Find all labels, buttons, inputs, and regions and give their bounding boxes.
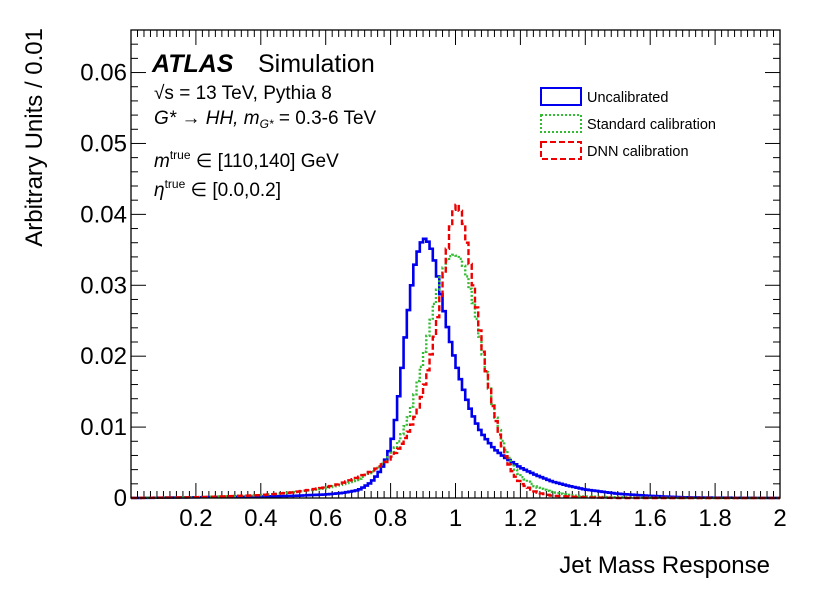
y-axis-title: Arbitrary Units / 0.01 [21, 28, 48, 247]
eta-sup: true [165, 177, 186, 191]
legend-label-standard: Standard calibration [587, 117, 716, 133]
energy-label: √s = 13 TeV, Pythia 8 [154, 83, 332, 104]
x-tick-label: 2 [773, 505, 786, 532]
x-tick-label: 0.8 [374, 505, 407, 532]
process-label-a: G* → HH, m [154, 108, 260, 129]
x-tick-label: 0.4 [244, 505, 277, 532]
eta-var: η [154, 180, 165, 201]
chart: 0.2 0.4 0.6 0.8 1 1.2 1.4 1.6 1.8 2 0 0.01 0.02 0.03 0… [0, 0, 823, 594]
legend-label-dnn: DNN calibration [587, 144, 689, 160]
process-label-b: = 0.3-6 TeV [274, 108, 377, 129]
y-tick-label: 0.02 [80, 343, 127, 370]
x-tick-label: 1.6 [634, 505, 667, 532]
y-tick-label: 0.04 [80, 201, 127, 228]
y-tick-label: 0.06 [80, 60, 127, 87]
simulation-label: Simulation [258, 50, 375, 78]
legend-label-uncalibrated: Uncalibrated [587, 90, 668, 106]
eta-range: ∈ [0.0,0.2] [185, 180, 281, 201]
y-tick-label: 0.01 [80, 414, 127, 441]
mass-sup: true [170, 148, 191, 162]
atlas-label: ATLAS [151, 50, 234, 78]
x-tick-label: 1.8 [698, 505, 731, 532]
mass-range: ∈ [110,140] GeV [191, 151, 340, 172]
y-tick-label: 0.03 [80, 272, 127, 299]
y-tick-label: 0.05 [80, 130, 127, 157]
x-tick-label: 1 [449, 505, 462, 532]
y-tick-label: 0 [114, 485, 127, 512]
x-tick-label: 1.4 [569, 505, 602, 532]
x-tick-label: 1.2 [504, 505, 537, 532]
x-tick-label: 0.2 [179, 505, 212, 532]
x-tick-label: 0.6 [309, 505, 342, 532]
x-axis-title: Jet Mass Response [559, 552, 770, 579]
process-label-sub: G* [260, 117, 274, 131]
mass-var: m [154, 151, 170, 172]
